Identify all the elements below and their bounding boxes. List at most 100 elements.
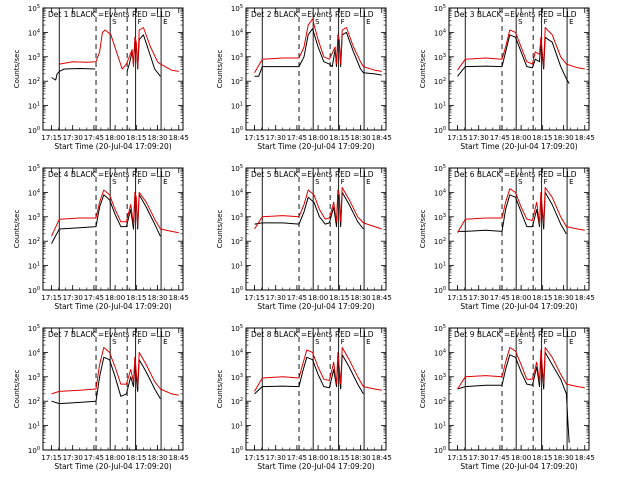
panel-5: Det 5 BLACK =Events RED =LLD 100 101 102 103…: [216, 164, 392, 311]
x-tick-label: 18:15: [532, 454, 552, 462]
panel-1: Det 1 BLACK =Events RED =LLD 100 101 102 103…: [13, 4, 189, 151]
time-marker-label: E: [163, 178, 167, 186]
panel-3: Det 3 BLACK =Events RED =LLD 100 101 102 103…: [419, 4, 595, 151]
y-tick-label: 103: [231, 53, 243, 62]
y-tick-label: 105: [434, 324, 446, 333]
x-tick-label: 18:45: [169, 294, 189, 302]
y-tick-label: 100: [434, 286, 446, 295]
x-tick-label: 17:45: [84, 134, 104, 142]
lld-series-line: [51, 189, 179, 237]
y-tick-label: 105: [28, 324, 40, 333]
y-tick-label: 105: [231, 164, 243, 173]
x-tick-label: 17:15: [244, 454, 264, 462]
y-tick-label: 104: [231, 28, 243, 37]
time-marker-label: E: [163, 338, 167, 346]
x-tick-label: 17:30: [469, 134, 489, 142]
y-tick-label: 102: [434, 397, 446, 406]
events-series-line: [51, 356, 161, 405]
y-axis-label: Counts/sec: [419, 210, 427, 249]
y-tick-label: 101: [28, 102, 40, 111]
y-tick-label: 100: [28, 126, 40, 135]
x-tick-label: 18:15: [126, 294, 146, 302]
lld-series-line: [254, 187, 382, 230]
panel-4: Det 4 BLACK =Events RED =LLD 100 101 102 103…: [13, 164, 189, 311]
x-axis-label: Start Time (20-Jul-04 17:09:20): [460, 302, 577, 311]
x-tick-label: 17:30: [469, 294, 489, 302]
x-tick-label: 18:15: [329, 294, 349, 302]
x-tick-label: 18:30: [350, 134, 370, 142]
y-tick-label: 101: [28, 422, 40, 431]
time-marker-label: E: [366, 338, 370, 346]
x-tick-label: 17:45: [287, 134, 307, 142]
x-tick-label: 18:15: [329, 454, 349, 462]
time-marker-label: S: [315, 18, 320, 26]
y-tick-label: 100: [231, 126, 243, 135]
time-marker-label: S: [518, 18, 523, 26]
events-series-line: [457, 34, 570, 84]
panel-title: Det 7 BLACK =Events RED =LLD: [48, 330, 171, 339]
plot-frame: [42, 327, 184, 451]
y-tick-label: 105: [434, 164, 446, 173]
y-axis-label: Counts/sec: [419, 50, 427, 89]
x-tick-label: 18:45: [575, 134, 595, 142]
x-tick-label: 17:30: [469, 454, 489, 462]
plot-frame: [245, 327, 387, 451]
x-tick-label: 18:45: [372, 294, 392, 302]
x-tick-label: 17:15: [244, 134, 264, 142]
time-marker-label: E: [163, 18, 167, 26]
y-tick-label: 104: [434, 28, 446, 37]
x-tick-label: 18:30: [350, 294, 370, 302]
x-tick-label: 17:30: [266, 454, 286, 462]
panel-8: Det 8 BLACK =Events RED =LLD 100 101 102 103…: [216, 324, 392, 471]
x-axis-label: Start Time (20-Jul-04 17:09:20): [54, 302, 171, 311]
x-tick-label: 18:30: [553, 294, 573, 302]
panel-6: Det 6 BLACK =Events RED =LLD 100 101 102 103…: [419, 164, 595, 311]
x-tick-label: 17:45: [287, 454, 307, 462]
x-tick-label: 18:15: [329, 134, 349, 142]
events-series-line: [254, 191, 364, 230]
y-tick-label: 103: [28, 373, 40, 382]
y-tick-label: 102: [434, 237, 446, 246]
plot-frame: [448, 327, 590, 451]
time-marker-label: E: [569, 338, 573, 346]
x-tick-label: 18:45: [372, 454, 392, 462]
x-axis-label: Start Time (20-Jul-04 17:09:20): [460, 462, 577, 471]
panel-title: Det 8 BLACK =Events RED =LLD: [251, 330, 374, 339]
x-tick-label: 18:45: [169, 134, 189, 142]
y-tick-label: 101: [434, 102, 446, 111]
panel-title: Det 6 BLACK =Events RED =LLD: [454, 170, 577, 179]
y-tick-label: 102: [28, 77, 40, 86]
time-marker-label: S: [112, 18, 117, 26]
x-tick-label: 17:15: [447, 454, 467, 462]
lld-series-line: [254, 347, 382, 392]
y-tick-label: 105: [231, 4, 243, 13]
x-tick-label: 17:30: [266, 294, 286, 302]
events-series-line: [457, 191, 567, 235]
time-marker-label: F: [544, 18, 548, 26]
y-tick-label: 104: [28, 348, 40, 357]
y-tick-label: 100: [434, 126, 446, 135]
panel-title: Det 2 BLACK =Events RED =LLD: [251, 10, 374, 19]
x-tick-label: 18:45: [575, 454, 595, 462]
y-tick-label: 100: [231, 446, 243, 455]
lld-series-line: [59, 27, 179, 72]
panel-2: Det 2 BLACK =Events RED =LLD 100 101 102 103…: [216, 4, 392, 151]
x-tick-label: 18:30: [147, 454, 167, 462]
y-tick-label: 101: [231, 422, 243, 431]
x-tick-label: 17:45: [490, 134, 510, 142]
panel-title: Det 9 BLACK =Events RED =LLD: [454, 330, 577, 339]
panel-7: Det 7 BLACK =Events RED =LLD 100 101 102 103…: [13, 324, 189, 471]
lld-series-line: [457, 187, 585, 233]
y-tick-label: 105: [28, 4, 40, 13]
x-tick-label: 17:30: [266, 134, 286, 142]
panel-title: Det 4 BLACK =Events RED =LLD: [48, 170, 171, 179]
x-tick-label: 18:15: [532, 134, 552, 142]
lld-series-line: [457, 347, 585, 390]
x-tick-label: 17:15: [41, 134, 61, 142]
y-tick-label: 101: [28, 262, 40, 271]
x-tick-label: 18:30: [147, 294, 167, 302]
y-tick-label: 102: [434, 77, 446, 86]
time-marker-label: S: [112, 338, 117, 346]
y-tick-label: 103: [434, 213, 446, 222]
y-tick-label: 105: [231, 324, 243, 333]
